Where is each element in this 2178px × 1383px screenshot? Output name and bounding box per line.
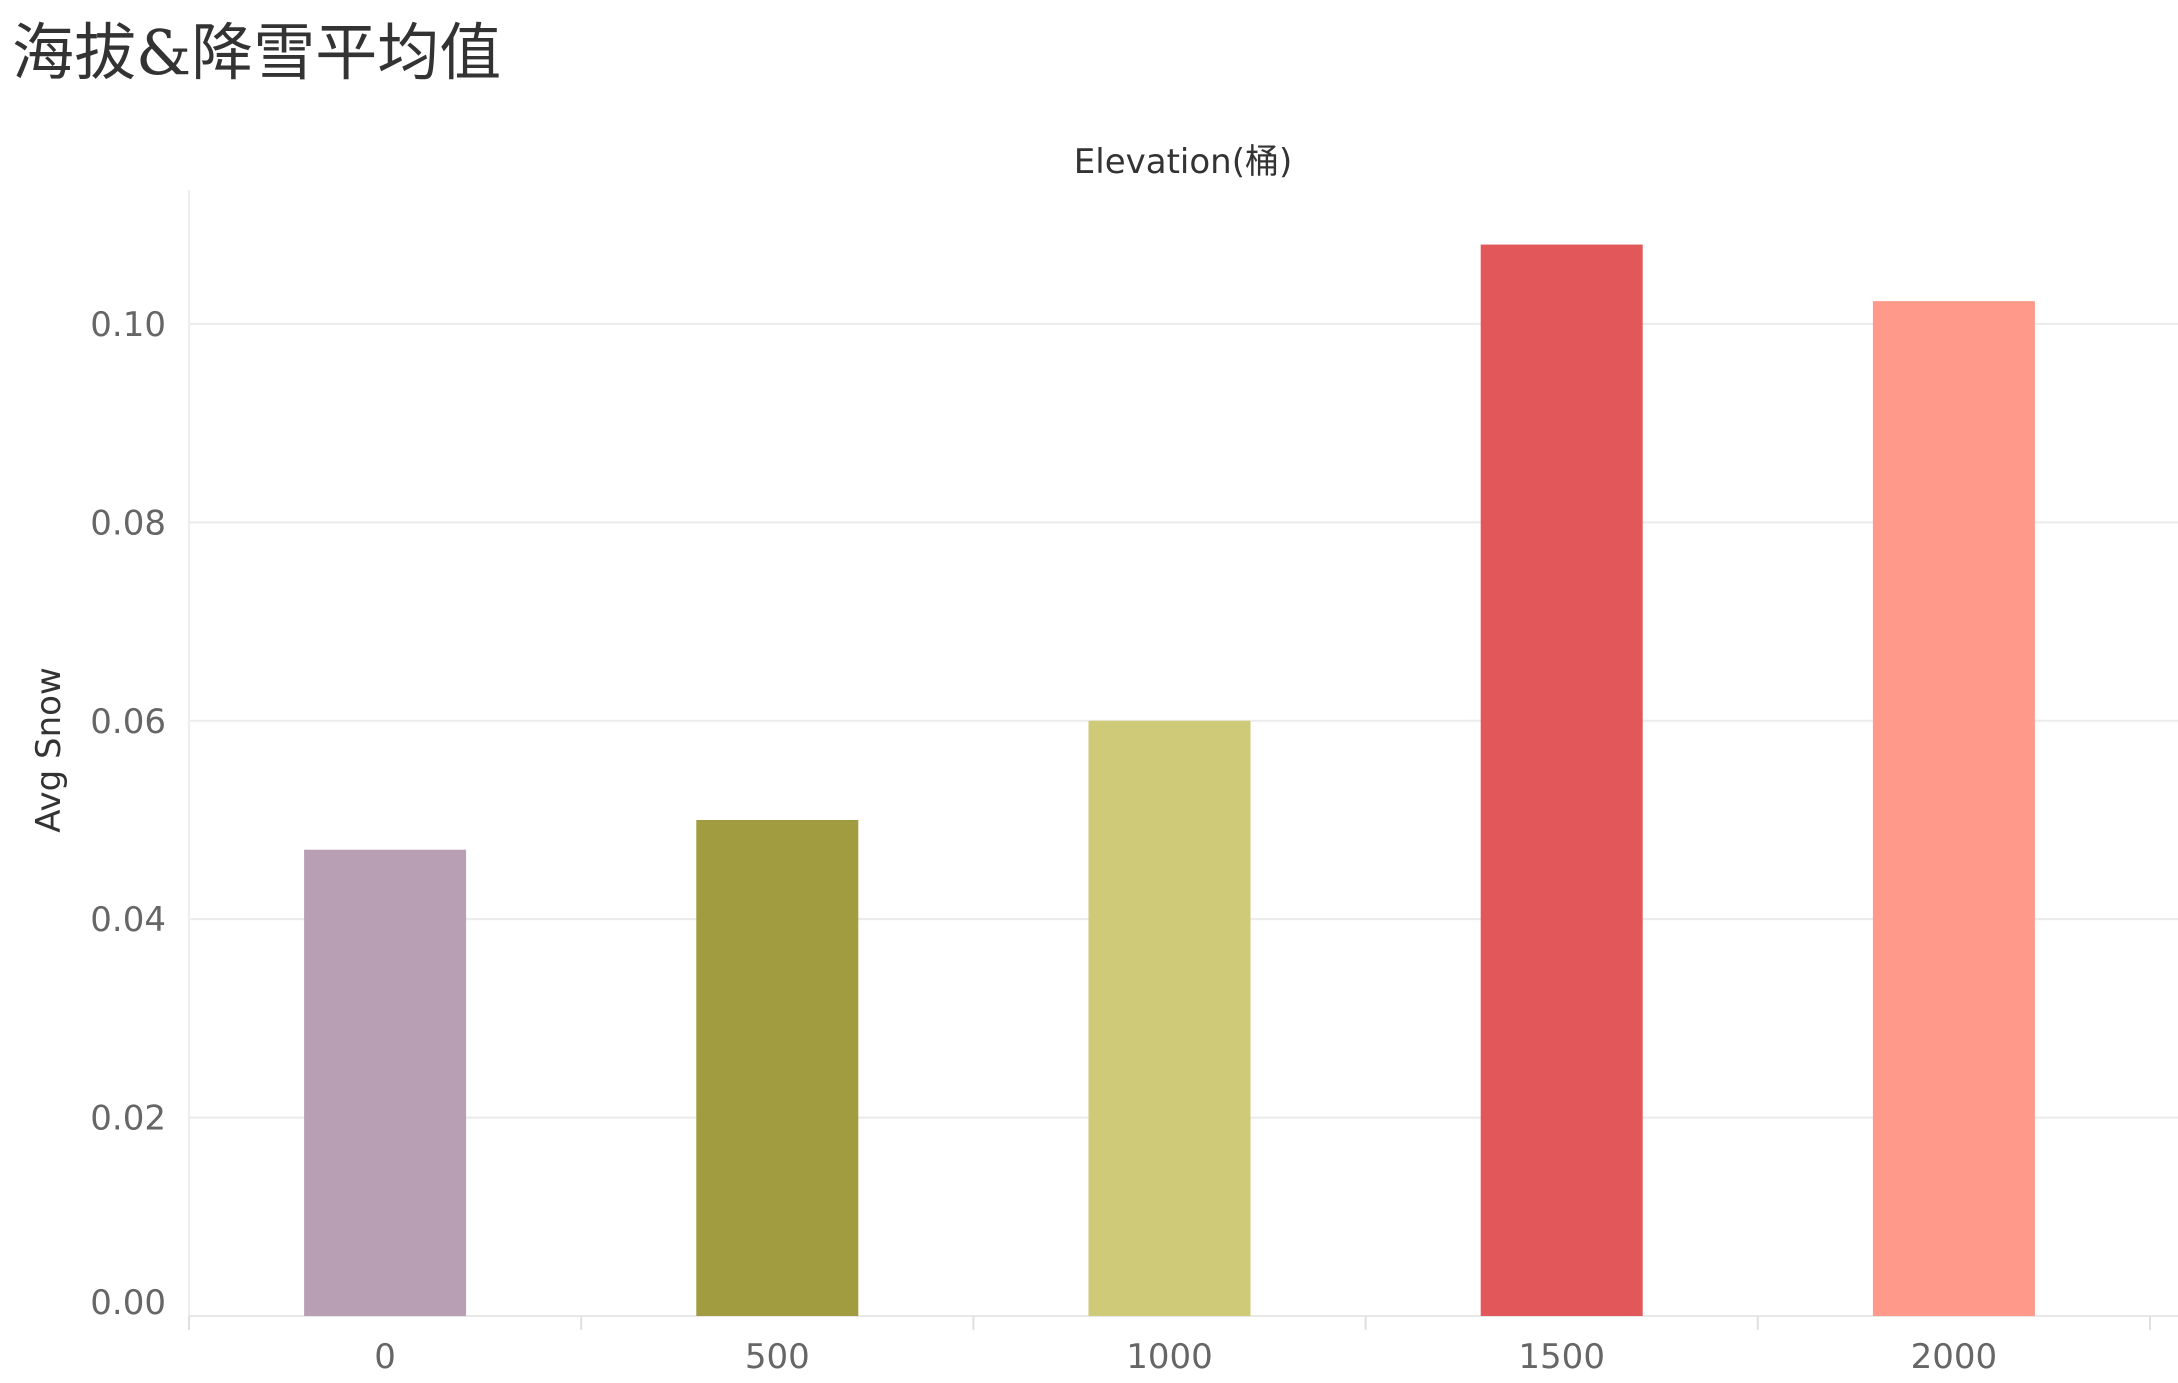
bar-1500[interactable] [1480,244,1643,1317]
y-axis-tick-labels: 0.00 0.02 0.04 0.06 0.08 0.10 [90,305,166,1323]
y-tick-label: 0.06 [90,702,166,742]
bar-2000[interactable] [1872,301,2035,1316]
x-axis-ticks [188,1316,2151,1330]
y-tick-label: 0.08 [90,503,166,543]
y-tick-label: 0.10 [90,305,166,345]
bar-0[interactable] [304,849,467,1316]
x-tick-label: 1000 [1126,1337,1213,1377]
y-tick-label: 0.02 [90,1099,166,1139]
bar-1000[interactable] [1088,720,1251,1316]
chart-title: 海拔&降雪平均值 [12,16,502,89]
y-tick-label: 0.04 [90,900,166,940]
x-axis-title: Elevation(桶) [1074,142,1292,182]
x-axis-tick-labels: 0 500 1000 1500 2000 [374,1337,1997,1377]
bars [304,244,2035,1317]
x-tick-label: 0 [374,1337,396,1377]
x-tick-label: 500 [745,1337,810,1377]
y-tick-label: 0.00 [90,1283,166,1323]
x-tick-label: 1500 [1518,1337,1605,1377]
bar-500[interactable] [696,819,859,1316]
x-tick-label: 2000 [1911,1337,1998,1377]
y-axis-title: Avg Snow [29,667,69,833]
